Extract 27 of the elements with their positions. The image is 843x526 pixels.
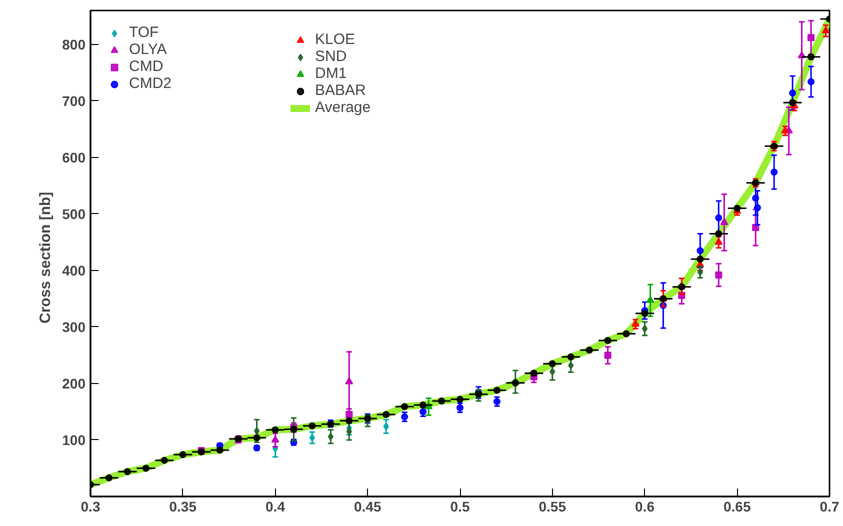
x-tick-label: 0.7: [820, 498, 840, 514]
y-tick-label: 400: [62, 262, 86, 278]
legend-label: CMD2: [129, 75, 172, 92]
legend-label: SND: [315, 48, 347, 65]
y-tick-label: 200: [62, 375, 86, 392]
y-tick-label: 100: [62, 432, 86, 448]
legend-label: KLOE: [315, 31, 356, 48]
y-tick-label: 800: [62, 36, 86, 52]
x-tick-label: 0.45: [354, 498, 382, 514]
x-tick-label: 0.6: [635, 498, 655, 514]
x-tick-label: 0.5: [450, 498, 470, 514]
legend-label: TOF: [129, 24, 159, 41]
legend-label: DM1: [315, 65, 347, 82]
legend-label: CMD: [129, 58, 164, 75]
x-tick-label: 0.3: [80, 498, 100, 514]
y-tick-label: 700: [62, 92, 86, 109]
legend-label: BABAR: [315, 82, 366, 99]
y-tick-label: 500: [62, 206, 86, 222]
y-tick-label: 300: [62, 318, 86, 335]
y-tick-label: 600: [62, 149, 86, 166]
legend-label: OLYA: [129, 41, 167, 58]
x-tick-label: 0.35: [169, 498, 197, 514]
y-axis-title: Cross section [nb]: [37, 192, 54, 324]
x-tick-label: 0.4: [266, 498, 286, 514]
x-tick-label: 0.55: [538, 498, 566, 514]
legend-label: Average: [315, 99, 371, 116]
x-tick-label: 0.65: [724, 498, 751, 514]
